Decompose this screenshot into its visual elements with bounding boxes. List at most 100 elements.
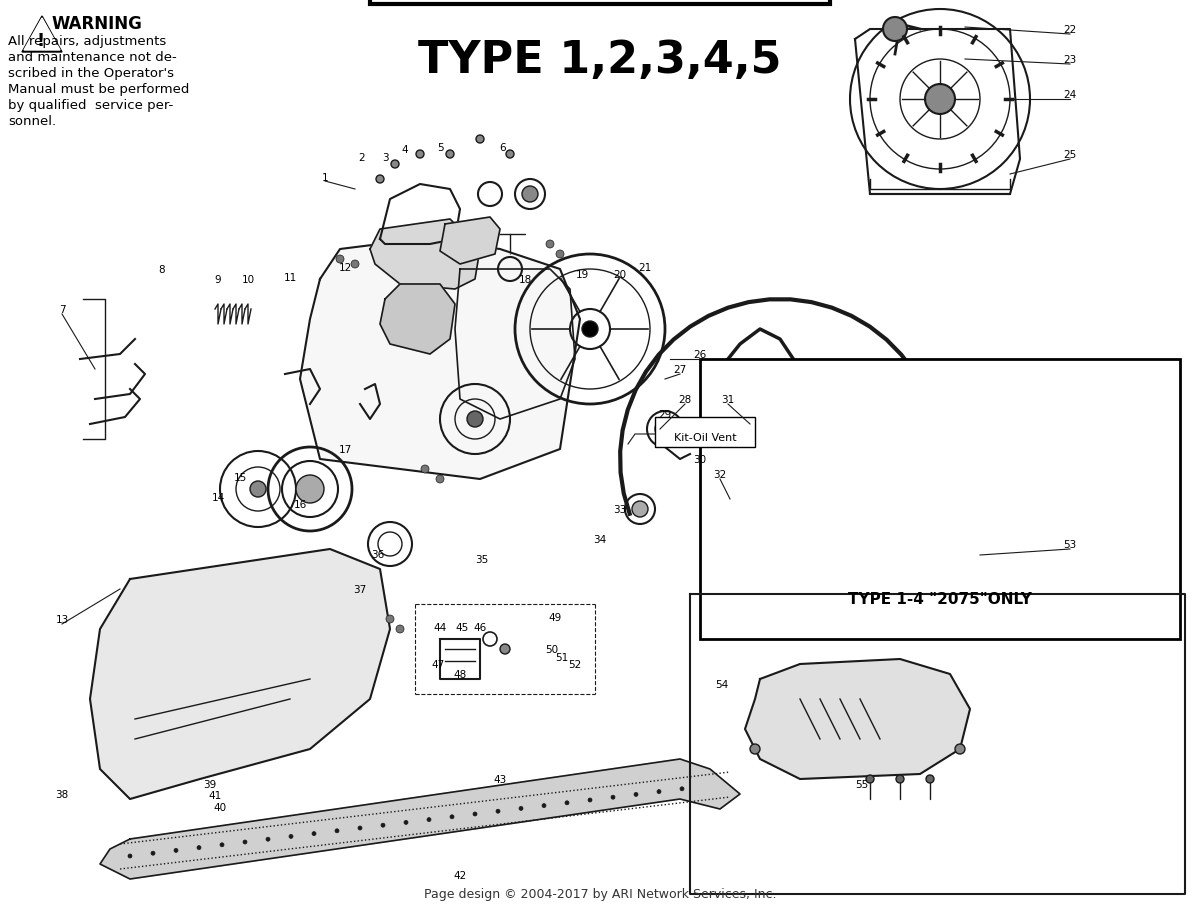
Text: 54: 54 — [715, 679, 728, 689]
Circle shape — [588, 798, 592, 802]
Text: 9: 9 — [215, 275, 221, 285]
Text: 10: 10 — [241, 275, 254, 285]
Circle shape — [386, 616, 394, 623]
Bar — [700, 359, 1180, 640]
Circle shape — [896, 775, 904, 783]
Circle shape — [396, 625, 404, 633]
Text: 7: 7 — [59, 305, 65, 314]
Text: 45: 45 — [455, 622, 469, 632]
Polygon shape — [100, 759, 740, 879]
Text: 1: 1 — [322, 173, 329, 183]
Circle shape — [467, 412, 482, 427]
Circle shape — [658, 789, 661, 794]
Circle shape — [266, 837, 270, 841]
Text: 36: 36 — [371, 550, 385, 560]
Circle shape — [391, 161, 398, 169]
Text: 20: 20 — [613, 269, 626, 279]
Circle shape — [680, 787, 684, 791]
Text: 51: 51 — [556, 652, 569, 663]
Text: 27: 27 — [673, 365, 686, 375]
Text: 40: 40 — [214, 802, 227, 812]
Text: TYPE 1,2,3,4,5: TYPE 1,2,3,4,5 — [419, 39, 781, 82]
Circle shape — [404, 821, 408, 824]
Text: 26: 26 — [694, 349, 707, 359]
Circle shape — [522, 187, 538, 203]
Text: 13: 13 — [55, 614, 68, 624]
Text: 39: 39 — [203, 779, 217, 789]
Circle shape — [335, 829, 340, 833]
Text: 4: 4 — [402, 145, 408, 154]
Text: 34: 34 — [593, 535, 607, 544]
Circle shape — [376, 176, 384, 184]
Text: 18: 18 — [518, 275, 532, 285]
Text: 6: 6 — [499, 142, 506, 153]
Bar — [655, 417, 755, 448]
Text: 48: 48 — [454, 669, 467, 679]
Polygon shape — [24, 19, 60, 51]
Circle shape — [520, 807, 523, 811]
Text: 42: 42 — [454, 870, 467, 880]
Circle shape — [296, 475, 324, 504]
Text: 12: 12 — [338, 263, 352, 273]
Polygon shape — [745, 659, 970, 779]
Circle shape — [436, 475, 444, 483]
Circle shape — [250, 482, 266, 497]
Text: 15: 15 — [233, 472, 247, 482]
Text: scribed in the Operator's: scribed in the Operator's — [8, 67, 174, 80]
Circle shape — [506, 151, 514, 159]
Circle shape — [634, 792, 638, 797]
Text: Page design © 2004-2017 by ARI Network Services, Inc.: Page design © 2004-2017 by ARI Network S… — [424, 888, 776, 901]
Text: 35: 35 — [475, 554, 488, 564]
Circle shape — [128, 854, 132, 858]
Text: 33: 33 — [613, 505, 626, 515]
Polygon shape — [90, 550, 390, 800]
Text: 53: 53 — [1063, 539, 1076, 550]
Text: 37: 37 — [353, 584, 367, 595]
Text: 19: 19 — [575, 269, 589, 279]
Circle shape — [955, 744, 965, 754]
Circle shape — [542, 804, 546, 808]
Circle shape — [925, 85, 955, 115]
Text: 24: 24 — [1063, 90, 1076, 100]
Text: 25: 25 — [1063, 150, 1076, 160]
Circle shape — [174, 848, 178, 853]
Circle shape — [358, 826, 362, 830]
Polygon shape — [22, 17, 62, 53]
Circle shape — [496, 810, 500, 813]
Text: 50: 50 — [546, 644, 558, 654]
Text: sonnel.: sonnel. — [8, 115, 56, 128]
Circle shape — [546, 241, 554, 249]
Text: 23: 23 — [1063, 55, 1076, 65]
Circle shape — [556, 251, 564, 259]
Circle shape — [632, 502, 648, 517]
Circle shape — [450, 815, 454, 819]
Circle shape — [421, 466, 430, 473]
Circle shape — [197, 845, 202, 850]
Polygon shape — [300, 240, 580, 480]
Text: 17: 17 — [338, 445, 352, 455]
Circle shape — [151, 851, 155, 856]
Text: 30: 30 — [694, 455, 707, 464]
Circle shape — [242, 840, 247, 844]
Circle shape — [750, 744, 760, 754]
Text: Manual must be performed: Manual must be performed — [8, 83, 190, 96]
Circle shape — [473, 812, 478, 816]
Circle shape — [476, 136, 484, 144]
Circle shape — [220, 843, 224, 847]
Text: 31: 31 — [721, 394, 734, 404]
Text: 38: 38 — [55, 789, 68, 800]
Text: 32: 32 — [713, 470, 727, 480]
Text: 22: 22 — [1063, 25, 1076, 35]
Text: 52: 52 — [569, 659, 582, 669]
Text: All repairs, adjustments: All repairs, adjustments — [8, 35, 167, 48]
Text: 3: 3 — [382, 153, 389, 163]
Text: 21: 21 — [638, 263, 652, 273]
Text: !: ! — [37, 32, 46, 50]
Circle shape — [336, 255, 344, 264]
Text: 43: 43 — [493, 774, 506, 784]
Text: 11: 11 — [283, 273, 296, 283]
Circle shape — [611, 795, 616, 800]
Circle shape — [926, 775, 934, 783]
Text: 29: 29 — [659, 410, 672, 420]
Text: 41: 41 — [209, 790, 222, 800]
